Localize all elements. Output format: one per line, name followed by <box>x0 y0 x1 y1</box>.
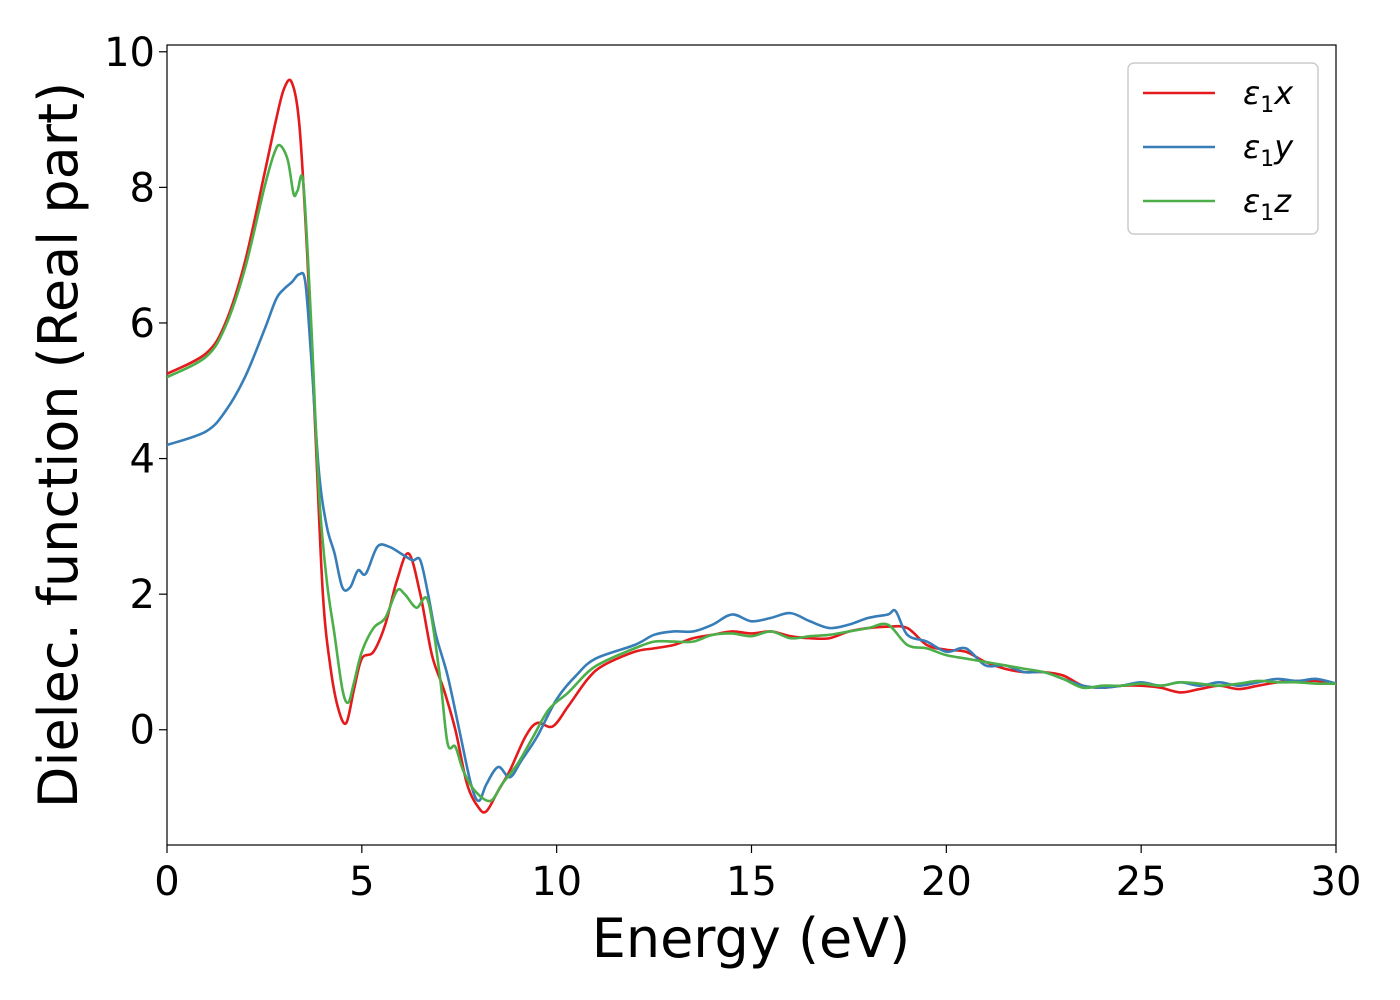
x-tick-label: 25 <box>1116 859 1167 905</box>
y-tick-label: 4 <box>130 437 155 483</box>
x-tick-label: 20 <box>921 859 972 905</box>
series-layer <box>167 78 1336 814</box>
x-tick-label: 15 <box>726 859 777 905</box>
y-axis-ticks: 0 2 4 6 8 10 <box>104 30 167 754</box>
series-line-z <box>167 143 1336 803</box>
y-tick-label: 6 <box>130 301 155 347</box>
legend-label-x: ε1x <box>1243 74 1294 118</box>
y-tick-label: 8 <box>130 165 155 211</box>
x-tick-label: 30 <box>1311 859 1362 905</box>
x-axis-ticks: 0 5 10 15 20 25 30 <box>154 845 1361 905</box>
legend-label-y: ε1y <box>1243 128 1294 172</box>
y-tick-label: 2 <box>130 572 155 618</box>
legend-label-z: ε1z <box>1243 182 1292 226</box>
y-axis-label: Dielec. function (Real part) <box>27 82 90 808</box>
x-axis-label: Energy (eV) <box>592 907 911 970</box>
legend: ε1x ε1y ε1z <box>1127 62 1319 235</box>
legend-frame <box>1127 62 1319 235</box>
x-tick-label: 10 <box>531 859 582 905</box>
x-tick-label: 0 <box>154 859 179 905</box>
y-tick-label: 10 <box>104 30 155 76</box>
y-tick-label: 0 <box>130 708 155 754</box>
x-tick-label: 5 <box>349 859 374 905</box>
